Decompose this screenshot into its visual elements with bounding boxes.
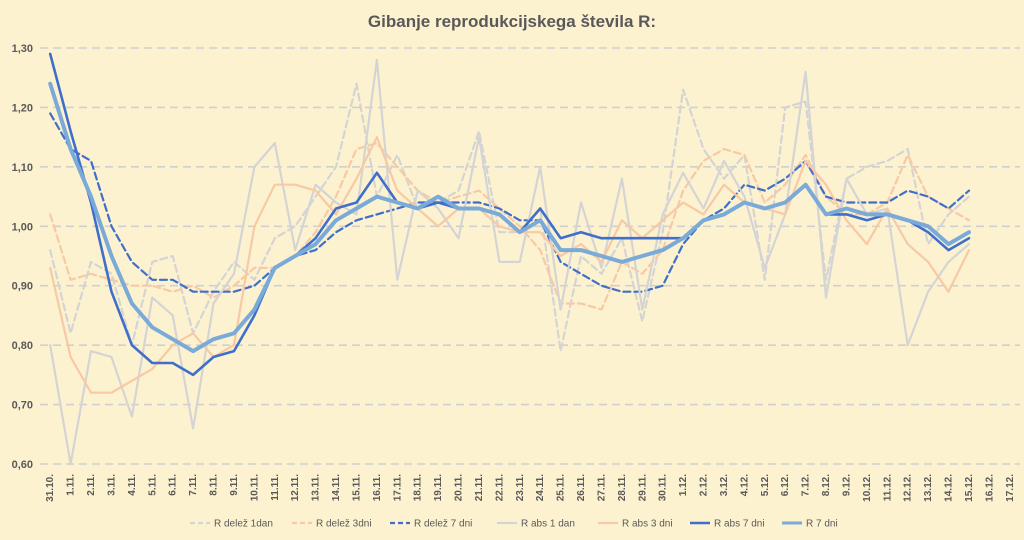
x-tick-label: 10.11. [249, 474, 260, 501]
x-tick-label: 24.11. [535, 474, 546, 501]
x-tick-label: 1.11. [66, 474, 77, 496]
x-tick-label: 6.11. [168, 474, 179, 496]
x-tick-label: 15.11. [351, 474, 362, 501]
x-tick-label: 14.11. [331, 474, 342, 501]
x-tick-label: 12.11. [290, 474, 301, 501]
x-tick-label: 7.11. [188, 474, 199, 496]
legend-label: R delež 3dni [316, 519, 372, 530]
x-tick-label: 11.12. [882, 474, 893, 501]
x-tick-label: 15.12. [964, 474, 975, 502]
legend-label: R delež 7 dni [414, 519, 472, 530]
x-tick-label: 5.11. [147, 474, 158, 496]
x-tick-label: 22.11. [494, 474, 505, 501]
gridlines [40, 47, 1020, 465]
x-tick-label: 11.11. [270, 474, 281, 501]
legend-label: R abs 3 dni [622, 519, 673, 530]
x-tick-label: 3.12. [719, 474, 730, 496]
x-tick-label: 12.12. [903, 474, 914, 502]
x-tick-label: 26.11. [576, 474, 587, 501]
y-tick-label: 1,30 [12, 43, 33, 55]
legend-label: R 7 dni [806, 519, 838, 530]
x-tick-label: 7.12. [801, 474, 812, 496]
x-tick-label: 16.11. [372, 474, 383, 501]
x-tick-label: 14.12. [944, 474, 955, 502]
y-axis: 0,60 0,70 0,80 0,90 1,00 1,10 1,20 1,30 [12, 43, 33, 471]
x-tick-label: 29.11. [637, 474, 648, 501]
series-group [48, 52, 971, 466]
series-line-4 [49, 58, 971, 466]
x-tick-label: 2.12. [699, 474, 710, 496]
x-tick-label: 8.11. [209, 474, 220, 496]
y-tick-label: 0,80 [12, 340, 33, 352]
x-tick-label: 20.11. [454, 474, 465, 501]
y-tick-label: 0,70 [12, 400, 33, 412]
x-tick-label: 25.11. [556, 474, 567, 501]
x-tick-label: 2.11. [86, 474, 97, 496]
x-tick-label: 17.11. [392, 474, 403, 501]
y-tick-label: 1,10 [12, 162, 33, 174]
x-tick-label: 4.11. [127, 474, 138, 496]
x-tick-label: 30.11. [658, 474, 669, 501]
y-tick-label: 1,00 [12, 221, 33, 233]
x-tick-label: 10.12. [862, 474, 873, 502]
x-tick-label: 9.11. [229, 474, 240, 496]
x-tick-label: 31.10. [45, 474, 56, 502]
chart-title: Gibanje reprodukcijskega števila R: [368, 12, 656, 31]
x-tick-label: 18.11. [413, 474, 424, 501]
x-axis: 31.10. 1.11. 2.11. 3.11. 4.11. 5.11. 6.11. 7.11… [45, 474, 1016, 502]
series-line-7 [48, 81, 971, 354]
x-tick-label: 1.12. [678, 474, 689, 496]
x-tick-label: 3.11. [106, 474, 117, 496]
y-tick-label: 1,20 [12, 102, 33, 114]
x-tick-label: 13.12. [923, 474, 934, 502]
legend-label: R abs 7 dni [714, 519, 765, 530]
x-tick-label: 17.12. [1005, 474, 1016, 502]
x-tick-label: 13.11. [311, 474, 322, 501]
x-tick-label: 21.11. [474, 474, 485, 501]
x-tick-label: 9.12. [841, 474, 852, 496]
x-tick-label: 19.11. [433, 474, 444, 501]
legend: R delež 1dan R delež 3dni R delež 7 dni R a… [190, 519, 838, 530]
x-tick-label: 5.12. [760, 474, 771, 496]
x-tick-label: 4.12. [739, 474, 750, 496]
legend-label: R abs 1 dan [521, 519, 575, 530]
x-tick-label: 27.11. [596, 474, 607, 501]
y-tick-label: 0,60 [12, 459, 33, 471]
y-tick-label: 0,90 [12, 281, 33, 293]
x-tick-label: 6.12. [780, 474, 791, 496]
x-tick-label: 23.11. [515, 474, 526, 501]
x-tick-label: 28.11. [617, 474, 628, 501]
x-tick-label: 16.12. [984, 474, 995, 502]
x-tick-label: 8.12. [821, 474, 832, 496]
legend-label: R delež 1dan [214, 519, 273, 530]
